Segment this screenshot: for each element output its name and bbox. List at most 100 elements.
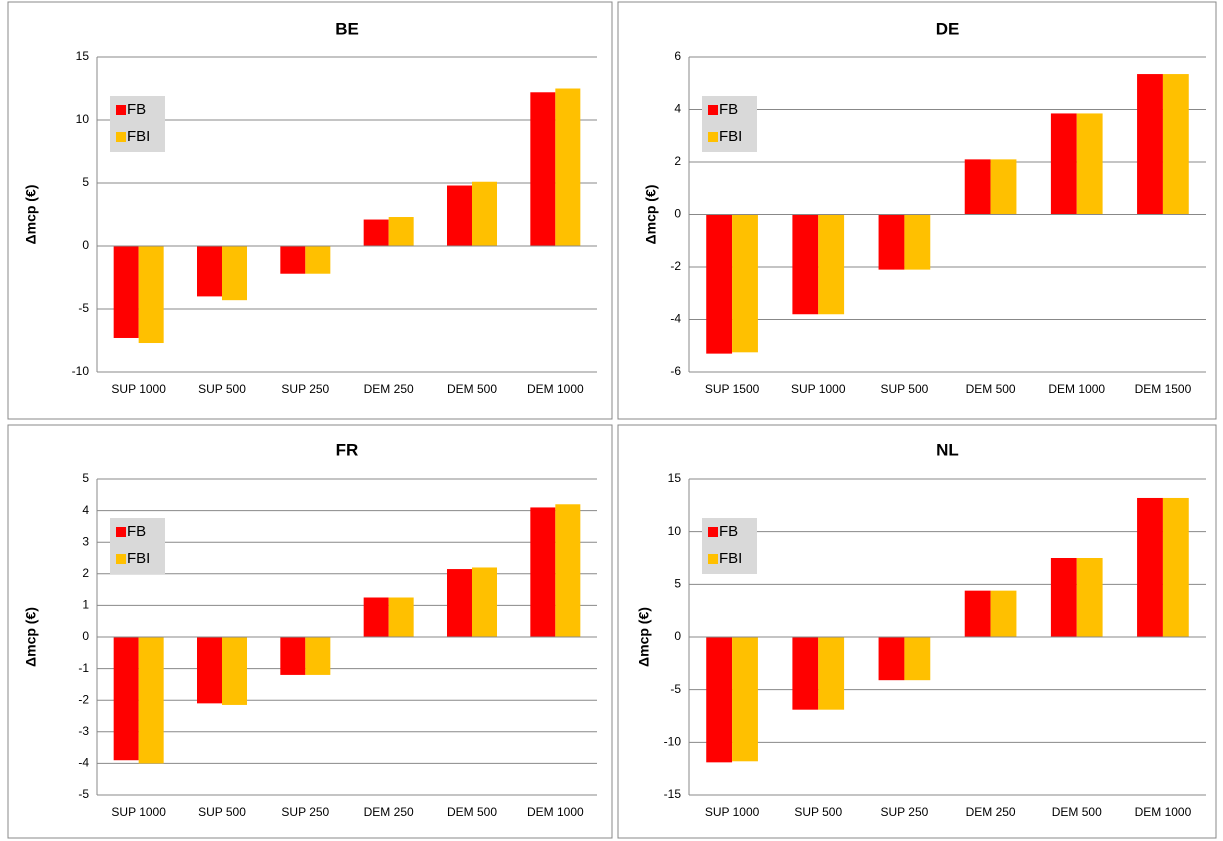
- y-tick-label: 15: [668, 471, 682, 485]
- bar: [818, 214, 845, 315]
- y-tick-label: 4: [674, 102, 681, 116]
- legend-swatch: [708, 554, 718, 564]
- bar: [964, 159, 991, 215]
- x-tick-label: SUP 1000: [705, 805, 760, 819]
- bar: [1050, 558, 1077, 637]
- bar: [447, 185, 472, 246]
- x-tick-label: DEM 500: [1052, 805, 1102, 819]
- y-tick-label: -5: [670, 682, 681, 696]
- y-tick-label: 15: [76, 49, 90, 63]
- bar: [990, 590, 1017, 637]
- legend-label: FBI: [127, 550, 150, 567]
- legend-swatch: [708, 527, 718, 537]
- bar: [878, 637, 905, 681]
- bar: [530, 92, 556, 246]
- bar: [1162, 497, 1189, 637]
- bar: [113, 637, 139, 761]
- x-tick-label: DEM 1000: [1048, 382, 1105, 396]
- bar: [1162, 74, 1189, 215]
- legend-swatch: [708, 132, 718, 142]
- legend-label: FBI: [719, 128, 742, 145]
- legend-label: FB: [127, 523, 146, 540]
- y-tick-label: 4: [82, 503, 89, 517]
- chart-title: BE: [335, 19, 359, 38]
- x-tick-label: DEM 500: [966, 382, 1016, 396]
- bar: [388, 597, 414, 637]
- y-tick-label: 5: [82, 471, 89, 485]
- y-tick-label: 10: [668, 524, 682, 538]
- y-tick-label: 0: [82, 238, 89, 252]
- bar: [113, 246, 139, 338]
- bar: [222, 637, 247, 705]
- x-tick-label: SUP 500: [198, 805, 246, 819]
- y-tick-label: 0: [674, 207, 681, 221]
- bar: [472, 567, 497, 637]
- y-tick-label: 5: [674, 577, 681, 591]
- chart-title: FR: [336, 440, 359, 459]
- bar: [990, 159, 1017, 215]
- bar: [555, 504, 581, 637]
- panel-border: [617, 1, 1217, 420]
- y-tick-label: 2: [674, 154, 681, 168]
- panel-border: [617, 424, 1217, 839]
- panel-border: [7, 1, 613, 420]
- y-tick-label: -2: [78, 692, 89, 706]
- x-tick-label: DEM 250: [364, 805, 414, 819]
- bar: [530, 507, 556, 637]
- x-tick-label: SUP 500: [794, 805, 842, 819]
- x-tick-label: DEM 1000: [527, 382, 584, 396]
- legend-swatch: [708, 105, 718, 115]
- y-tick-label: -6: [670, 364, 681, 378]
- x-tick-label: SUP 1500: [705, 382, 760, 396]
- bar: [1137, 74, 1163, 215]
- bar: [138, 246, 164, 344]
- legend-swatch: [116, 554, 126, 564]
- y-tick-label: 2: [82, 566, 89, 580]
- bar: [732, 637, 758, 762]
- y-tick-label: 5: [82, 175, 89, 189]
- y-tick-label: 0: [674, 629, 681, 643]
- legend-label: FBI: [127, 128, 150, 145]
- bar: [305, 246, 331, 274]
- x-tick-label: DEM 1000: [527, 805, 584, 819]
- y-tick-label: -5: [78, 301, 89, 315]
- x-tick-label: SUP 1000: [111, 805, 166, 819]
- chart-title: NL: [936, 440, 959, 459]
- chart-title: DE: [936, 19, 960, 38]
- y-tick-label: -4: [670, 312, 681, 326]
- bar: [447, 569, 472, 637]
- x-tick-label: DEM 1500: [1135, 382, 1192, 396]
- bar: [363, 597, 389, 637]
- bar: [280, 637, 306, 675]
- legend-label: FB: [719, 101, 738, 118]
- y-tick-label: 0: [82, 629, 89, 643]
- y-tick-label: -4: [78, 756, 89, 770]
- bar: [904, 637, 931, 681]
- bar: [472, 181, 497, 246]
- bar: [280, 246, 306, 274]
- bar: [197, 637, 222, 704]
- bar: [197, 246, 222, 297]
- y-tick-label: 3: [82, 534, 89, 548]
- y-axis-label: Δmcp (€): [23, 607, 39, 667]
- y-tick-label: -15: [664, 787, 682, 801]
- x-tick-label: DEM 500: [447, 805, 497, 819]
- x-tick-label: SUP 250: [281, 382, 329, 396]
- y-tick-label: -10: [72, 364, 90, 378]
- y-axis-label: Δmcp (€): [23, 185, 39, 245]
- legend-swatch: [116, 527, 126, 537]
- bar: [1137, 497, 1163, 637]
- y-tick-label: -2: [670, 259, 681, 273]
- x-tick-label: SUP 1000: [111, 382, 166, 396]
- y-axis-label: Δmcp (€): [636, 607, 652, 667]
- legend-label: FB: [127, 101, 146, 118]
- legend-swatch: [116, 132, 126, 142]
- bar: [792, 214, 819, 315]
- bar: [138, 637, 164, 764]
- bar: [792, 637, 819, 710]
- x-tick-label: DEM 250: [966, 805, 1016, 819]
- bar: [305, 637, 331, 675]
- y-tick-label: 10: [76, 112, 90, 126]
- y-tick-label: -1: [78, 661, 89, 675]
